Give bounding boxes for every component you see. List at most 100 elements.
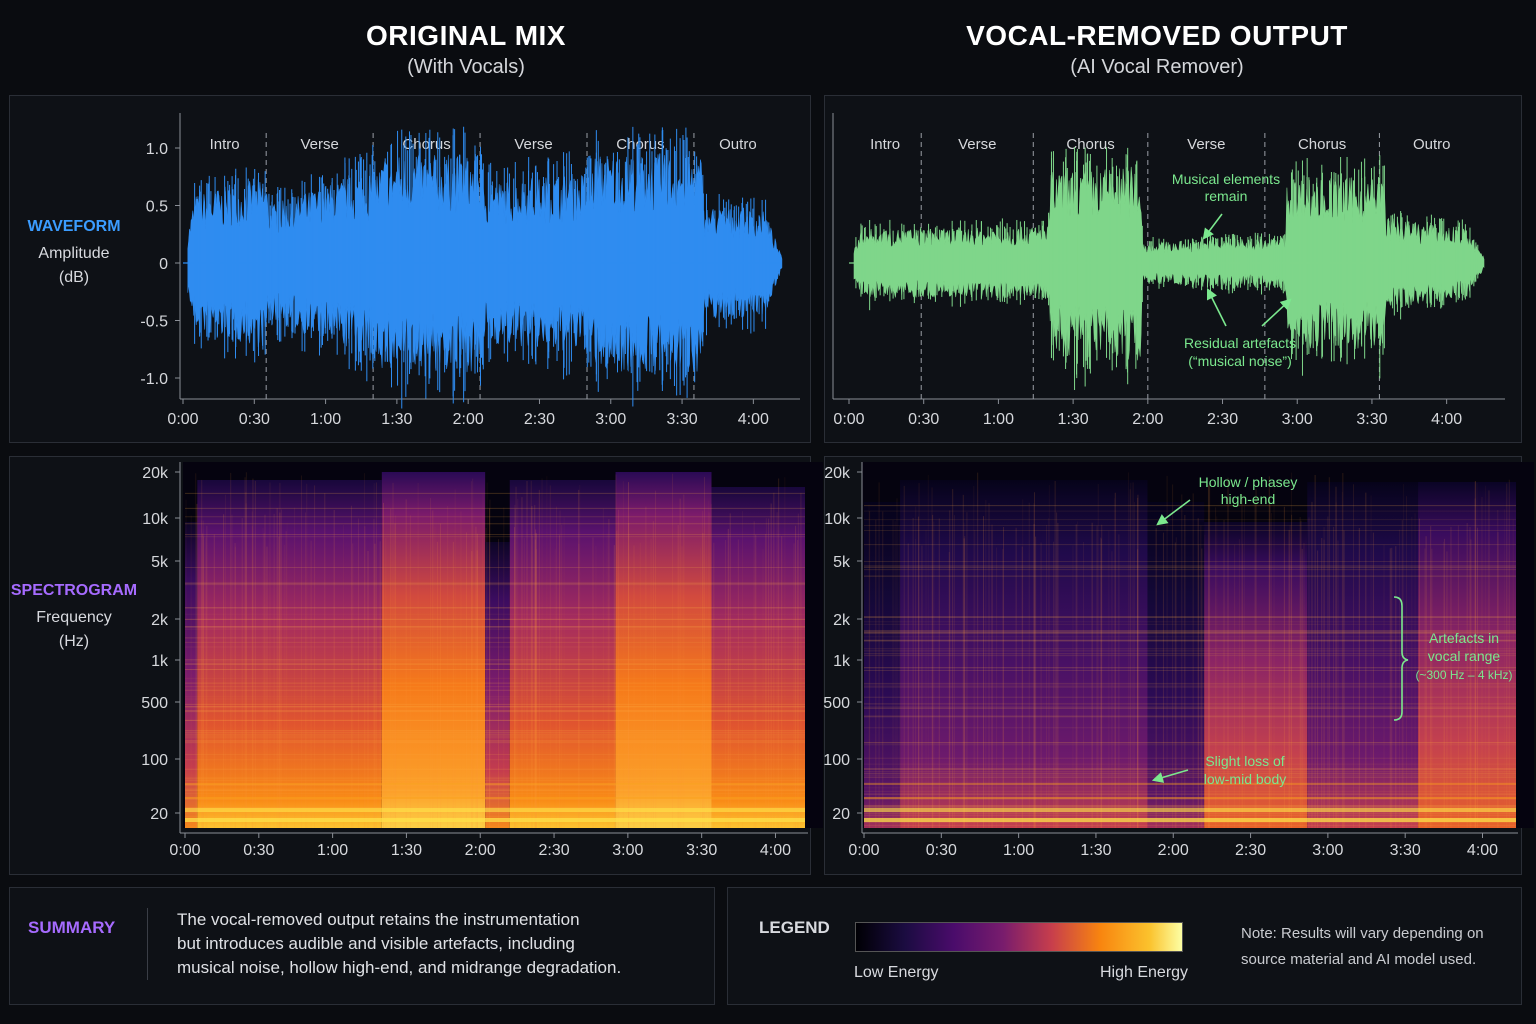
- section-label: Verse: [958, 136, 996, 153]
- colorbar: [855, 922, 1183, 952]
- waveform-removed-chart: 0:00 0:30 1:00 1:30 2:00 2:30 3:00 3:30 4:00 Intr…: [832, 113, 1505, 428]
- spectrogram-region: [615, 472, 712, 828]
- x-tick-label: 2:00: [1132, 411, 1163, 428]
- x-tick-label: 3:00: [595, 411, 626, 428]
- spectrogram-row-label: SPECTROGRAM Frequency (Hz): [8, 582, 140, 654]
- x-tick-label: 2:00: [453, 411, 484, 428]
- section-label: Chorus: [402, 136, 450, 153]
- spectrogram-region: [185, 522, 198, 828]
- summary-line: The vocal-removed output retains the ins…: [177, 910, 580, 929]
- y-tick-label: 1.0: [146, 141, 168, 158]
- section-label: Chorus: [1298, 136, 1346, 153]
- x-tick-label: 3:00: [612, 842, 643, 859]
- legend-note-line: source material and AI model used.: [1241, 951, 1477, 968]
- annotation-arrow: [1156, 499, 1191, 526]
- x-tick-label: 2:00: [465, 842, 496, 859]
- y-tick-label: 20: [832, 806, 850, 823]
- y-tick-label: 500: [823, 695, 850, 712]
- x-tick-label: 4:00: [1431, 411, 1462, 428]
- spectrogram-region: [864, 502, 901, 828]
- x-tick-label: 3:30: [1356, 411, 1387, 428]
- annotation-text: Slight loss of: [1205, 753, 1284, 769]
- section-label: Outro: [1413, 136, 1451, 153]
- waveform-row-label: WAVEFORM Amplitude (dB): [8, 218, 140, 290]
- annotation-text: Artefacts in: [1429, 630, 1499, 646]
- waveform-unit-line2: (dB): [58, 269, 90, 286]
- annotation-text: (“musical noise”): [1188, 353, 1291, 369]
- waveform-original-chart: 1.0 0.5 0 -0.5 -1.0 0:00 0:30 1:00 1:30 2:00 2:30 3…: [140, 113, 800, 428]
- y-tick-label: 100: [823, 752, 850, 769]
- legend-low-label: Low Energy: [854, 964, 939, 981]
- waveform-unit-line1: Amplitude: [38, 245, 110, 262]
- spectrogram-unit: Frequency (Hz): [8, 606, 140, 654]
- x-tick-label: 1:00: [1003, 842, 1034, 859]
- summary-text: The vocal-removed output retains the ins…: [177, 908, 621, 980]
- x-tick-label: 0:00: [848, 842, 879, 859]
- annotation-arrow: [1206, 287, 1227, 327]
- x-tick-label: 4:00: [760, 842, 791, 859]
- left-subtitle: (With Vocals): [407, 56, 525, 78]
- right-title: VOCAL-REMOVED OUTPUT: [966, 20, 1348, 51]
- annotation-text: high-end: [1221, 491, 1276, 507]
- y-tick-label: 20k: [142, 465, 169, 482]
- waveform-key: WAVEFORM: [27, 218, 121, 235]
- waveform-unit: Amplitude (dB): [8, 242, 140, 290]
- y-tick-label: 1k: [151, 653, 169, 670]
- y-tick-label: -1.0: [140, 371, 168, 388]
- y-tick-label: 20k: [824, 465, 851, 482]
- y-tick-label: 2k: [151, 612, 169, 629]
- x-tick-label: 4:00: [738, 411, 769, 428]
- x-tick-label: 0:00: [167, 411, 198, 428]
- x-tick-label: 1:30: [1080, 842, 1111, 859]
- spectrogram-region: [1204, 522, 1308, 828]
- spectrogram-key: SPECTROGRAM: [10, 582, 138, 599]
- legend-panel: LEGEND Low Energy High Energy Note: Resu…: [727, 887, 1522, 1005]
- spectrogram-region: [381, 472, 486, 828]
- y-tick-label: 0.5: [146, 199, 168, 216]
- y-tick-label: 10k: [824, 511, 851, 528]
- x-tick-label: 4:00: [1467, 842, 1498, 859]
- legend-note-line: Note: Results will vary depending on: [1241, 925, 1484, 942]
- x-tick-label: 0:00: [169, 842, 200, 859]
- x-tick-label: 0:30: [908, 411, 939, 428]
- right-column-header: VOCAL-REMOVED OUTPUT (AI Vocal Remover): [837, 20, 1477, 79]
- spectrogram-region: [1307, 482, 1419, 828]
- spectrogram-original-chart: 20k 10k 5k 2k 1k 500 100 20 0:00 0:30 1:00 1:30 2:00…: [141, 462, 823, 859]
- y-tick-label: 2k: [833, 612, 851, 629]
- annotation-arrow: [1151, 769, 1189, 783]
- x-tick-label: 3:00: [1312, 842, 1343, 859]
- x-tick-label: 0:30: [243, 842, 274, 859]
- legend-high-label: High Energy: [1100, 964, 1189, 981]
- x-tick-label: 2:30: [524, 411, 555, 428]
- x-tick-label: 3:30: [1390, 842, 1421, 859]
- y-tick-label: -0.5: [140, 314, 168, 331]
- y-tick-label: 5k: [833, 554, 851, 571]
- annotation-text: Hollow / phasey: [1199, 474, 1298, 490]
- x-tick-label: 1:30: [381, 411, 412, 428]
- x-tick-label: 1:00: [310, 411, 341, 428]
- section-label: Verse: [300, 136, 338, 153]
- annotation-text: vocal range: [1428, 648, 1501, 664]
- annotation-text: (~300 Hz – 4 kHz): [1415, 668, 1512, 682]
- spectrogram-region: [509, 480, 616, 828]
- section-label: Intro: [210, 136, 240, 153]
- summary-panel: SUMMARY The vocal-removed output retains…: [9, 887, 715, 1005]
- spectrogram-region: [900, 480, 1148, 828]
- legend-key: LEGEND: [759, 918, 830, 937]
- x-tick-label: 2:30: [1235, 842, 1266, 859]
- spectrogram-unit-line2: (Hz): [58, 633, 90, 650]
- x-tick-label: 2:30: [1207, 411, 1238, 428]
- x-tick-label: 2:30: [538, 842, 569, 859]
- spectrogram-unit-line1: Frequency: [36, 609, 112, 626]
- x-tick-label: 0:00: [833, 411, 864, 428]
- legend-note: Note: Results will vary depending on sou…: [1241, 921, 1484, 973]
- y-tick-label: 500: [141, 695, 168, 712]
- spectrogram-region: [197, 480, 382, 828]
- x-tick-label: 1:30: [391, 842, 422, 859]
- summary-line: musical noise, hollow high-end, and midr…: [177, 958, 622, 977]
- spectrogram-region: [1418, 482, 1516, 828]
- x-tick-label: 3:30: [666, 411, 697, 428]
- annotation-bracket: [1393, 596, 1409, 721]
